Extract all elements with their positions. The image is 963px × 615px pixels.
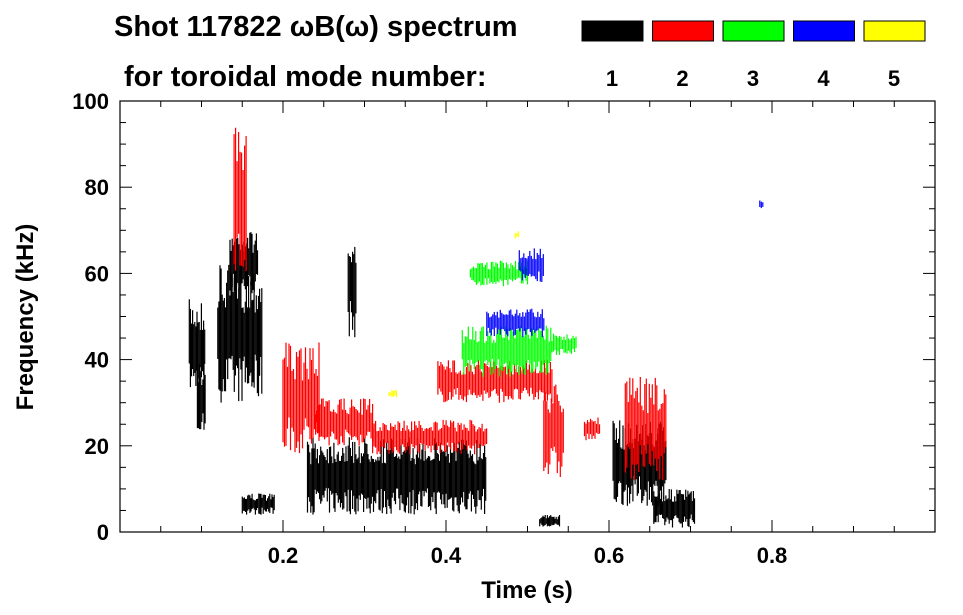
mode-4-region bbox=[486, 308, 545, 338]
mode-1-region bbox=[539, 515, 561, 527]
y-tick-label: 100 bbox=[72, 89, 109, 114]
mode-5-series bbox=[388, 231, 519, 398]
legend-label-1: 1 bbox=[606, 66, 618, 91]
mode-2-region bbox=[624, 377, 667, 481]
x-tick-label: 0.4 bbox=[431, 543, 462, 568]
legend-swatch-1 bbox=[581, 20, 644, 42]
mode-2-region bbox=[233, 127, 247, 272]
mode-5-region bbox=[514, 231, 519, 239]
legend-swatch-5 bbox=[863, 20, 926, 42]
chart-title-line1: Shot 117822 ωB(ω) spectrum bbox=[114, 11, 518, 43]
chart-title-line2: for toroidal mode number: bbox=[124, 61, 487, 93]
y-tick-label: 0 bbox=[97, 520, 109, 545]
x-tick-label: 0.2 bbox=[268, 543, 299, 568]
mode-4-series bbox=[486, 200, 764, 338]
y-tick-label: 40 bbox=[85, 348, 109, 373]
mode-3-region bbox=[469, 260, 529, 287]
y-tick-label: 20 bbox=[85, 434, 109, 459]
legend-label-5: 5 bbox=[888, 66, 900, 91]
legend-label-4: 4 bbox=[817, 66, 830, 91]
legend-swatch-4 bbox=[793, 20, 855, 42]
mode-2-region bbox=[372, 419, 488, 455]
x-tick-label: 0.8 bbox=[757, 543, 788, 568]
mode-1-series bbox=[188, 232, 696, 528]
legend-swatch-3 bbox=[722, 20, 785, 42]
x-axis-label: Time (s) bbox=[481, 577, 573, 604]
mode-1-region bbox=[306, 437, 487, 515]
legend-swatch-2 bbox=[652, 20, 714, 42]
mode-5-region bbox=[388, 389, 397, 398]
mode-1-region bbox=[347, 246, 357, 338]
mode-2-region bbox=[543, 384, 564, 477]
mode-2-region bbox=[583, 417, 601, 441]
y-tick-label: 80 bbox=[85, 175, 109, 200]
y-tick-label: 60 bbox=[85, 261, 109, 286]
legend: 1 2 3 4 5 bbox=[581, 20, 926, 91]
mode-2-series bbox=[233, 127, 667, 481]
y-axis-label: Frequency (kHz) bbox=[12, 224, 39, 411]
spectrum-marks bbox=[188, 127, 764, 528]
mode-2-region bbox=[282, 342, 320, 454]
legend-label-3: 3 bbox=[747, 66, 759, 91]
legend-label-2: 2 bbox=[676, 66, 688, 91]
mode-4-region bbox=[518, 248, 544, 282]
x-axis: 0.2 0.4 0.6 0.8 bbox=[160, 101, 895, 568]
mode-4-region bbox=[759, 200, 764, 209]
mode-1-region bbox=[653, 489, 696, 528]
y-axis: 0 20 40 60 80 100 bbox=[72, 89, 935, 545]
mode-2-region bbox=[437, 359, 553, 403]
mode-3-series bbox=[461, 260, 577, 377]
mode-1-region bbox=[241, 493, 275, 515]
mode-3-region bbox=[551, 333, 577, 355]
mode-2-region bbox=[315, 398, 374, 446]
x-tick-label: 0.6 bbox=[594, 543, 625, 568]
mode-1-region bbox=[196, 361, 206, 430]
mode-1-region bbox=[217, 264, 263, 403]
